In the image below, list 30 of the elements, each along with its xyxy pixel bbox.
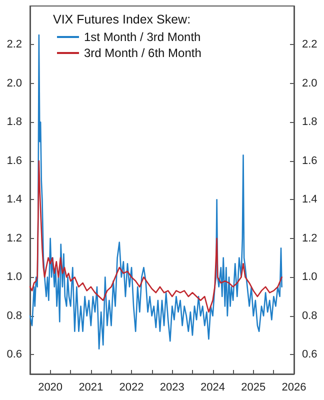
y2-tick-label: 1.2 [302, 232, 318, 244]
x-tick-label: 2024 [200, 382, 226, 394]
y-tick-label: 0.8 [6, 310, 22, 322]
y2-tick-label: 2.2 [302, 38, 318, 51]
y-tick-label: 1.8 [6, 116, 22, 128]
y2-tick-label: 0.8 [302, 310, 318, 322]
y-tick-label: 1.6 [6, 154, 22, 167]
y2-tick-label: 0.6 [302, 348, 318, 361]
legend-label: 3rd Month / 6th Month [84, 46, 202, 60]
y2-tick-label: 1.8 [302, 116, 318, 128]
x-tick-label: 2022 [119, 382, 144, 394]
y-tick-label: 0.6 [6, 348, 22, 361]
legend-title: VIX Futures Index Skew: [53, 12, 191, 26]
legend-label: 1st Month / 3rd Month [84, 30, 201, 44]
y-tick-label: 1.2 [6, 232, 22, 244]
x-tick-label: 2020 [38, 382, 63, 394]
x-tick-label: 2021 [78, 382, 104, 394]
y2-tick-label: 1.4 [302, 194, 318, 206]
y2-tick-label: 1.6 [302, 154, 318, 167]
y-tick-label: 2.0 [6, 77, 22, 90]
y-tick-label: 1.0 [6, 271, 22, 284]
x-tick-label: 2025 [241, 382, 266, 394]
x-tick-label: 2026 [282, 382, 306, 394]
y2-tick-label: 2.0 [302, 77, 318, 90]
x-tick-label: 2023 [160, 382, 184, 394]
y-tick-label: 1.4 [6, 194, 22, 206]
line-series [29, 34, 282, 350]
y2-tick-label: 1.0 [302, 271, 318, 284]
y-tick-label: 2.2 [6, 38, 22, 51]
line-series [29, 160, 282, 313]
